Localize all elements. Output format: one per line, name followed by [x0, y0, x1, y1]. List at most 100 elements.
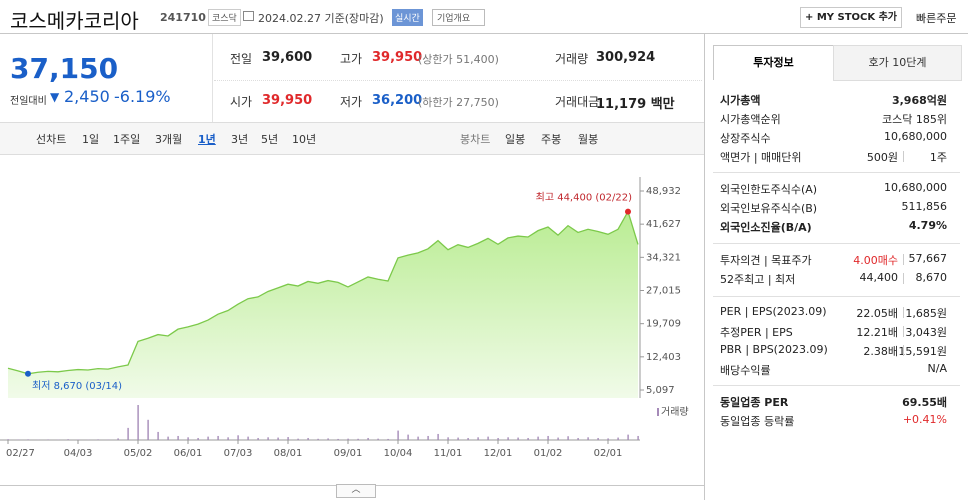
- volume-bar: [627, 434, 629, 440]
- volume-bar: [127, 427, 129, 440]
- volume-bar: [587, 437, 589, 440]
- x-tick-label: 05/02: [124, 448, 153, 459]
- side-tab[interactable]: 투자정보: [713, 45, 834, 80]
- mystock-button[interactable]: + MY STOCK 추가: [800, 7, 902, 28]
- info-value: +0.41%: [902, 413, 947, 426]
- value-separator: [903, 307, 904, 318]
- volume-bar: [417, 436, 419, 440]
- change-rate: -6.19%: [114, 87, 171, 106]
- volume-bar: [447, 437, 449, 440]
- info-value: 10,680,000: [884, 130, 947, 143]
- volume-bar: [457, 437, 459, 440]
- stock-code: 241710: [160, 11, 206, 24]
- collapse-button[interactable]: ︿: [336, 484, 376, 498]
- x-tick-label: 02/27: [6, 448, 35, 459]
- side-divider: [704, 34, 705, 500]
- info-value: 69.55배: [902, 396, 947, 409]
- change-label: 전일대비: [10, 96, 47, 107]
- volume-label: 거래량: [661, 406, 689, 418]
- volume-bar: [297, 438, 299, 440]
- y-tick-label: 27,015: [646, 285, 681, 296]
- volume-bar: [517, 437, 519, 440]
- volume-bar: [77, 439, 79, 440]
- info-value: N/A: [927, 362, 947, 375]
- period-tab[interactable]: 1일: [82, 133, 100, 146]
- info-label: 투자의견 | 목표주가: [720, 254, 812, 267]
- header-rule: [0, 33, 968, 34]
- info-value: 코스닥 185위: [882, 113, 947, 126]
- info-value: 22.05배: [856, 307, 898, 320]
- volume-bar: [487, 436, 489, 440]
- info-value: 3,968억원: [891, 94, 947, 107]
- value-separator: [903, 326, 904, 337]
- volume-bar: [7, 439, 9, 440]
- info-value: 1,685원: [905, 307, 947, 320]
- volume-bar: [157, 431, 159, 440]
- info-value: 8,670: [915, 271, 948, 284]
- base-date: 2024.02.27 기준(장마감): [258, 12, 384, 25]
- info-value: 2.38배: [863, 345, 898, 358]
- info-value: 4.00매수: [853, 254, 898, 267]
- info-label: 외국인한도주식수(A): [720, 183, 818, 196]
- candle-tab[interactable]: 일봉: [505, 133, 526, 146]
- volume-bar: [507, 437, 509, 440]
- candle-tab[interactable]: 월봉: [578, 133, 599, 146]
- summary-value: 39,950: [372, 50, 423, 65]
- period-tab[interactable]: 1년: [198, 133, 216, 146]
- volume-legend-swatch: [657, 408, 659, 416]
- volume-bar: [407, 434, 409, 440]
- calendar-icon: [243, 11, 254, 21]
- x-tick-label: 10/04: [384, 448, 413, 459]
- info-value: 511,856: [901, 200, 948, 213]
- row-divider: [214, 80, 702, 81]
- volume-bar: [207, 436, 209, 440]
- volume-bar: [257, 437, 259, 440]
- info-label: 추정PER | EPS: [720, 326, 793, 339]
- quick-order[interactable]: 빠른주문: [916, 12, 957, 25]
- info-label: 52주최고 | 최저: [720, 273, 796, 286]
- line-chart-label: 선차트: [36, 133, 67, 146]
- info-value: 12.21배: [856, 326, 898, 339]
- volume-bar: [377, 438, 379, 440]
- down-arrow: ▼: [50, 90, 60, 104]
- candle-tab[interactable]: 주봉: [541, 133, 562, 146]
- volume-bar: [27, 439, 29, 440]
- y-tick-label: 48,932: [646, 186, 681, 197]
- summary-value: 39,600: [262, 50, 313, 65]
- summary-label: 저가: [340, 95, 363, 109]
- volume-bar: [537, 436, 539, 440]
- volume-bar: [137, 405, 139, 440]
- volume-bar: [17, 439, 19, 440]
- x-tick-label: 11/01: [434, 448, 463, 459]
- info-value: 44,400: [859, 271, 899, 284]
- low-marker: [25, 370, 31, 377]
- stock-name: 코스메카코리아: [10, 9, 139, 33]
- volume-bar: [67, 439, 69, 440]
- period-tab[interactable]: 10년: [292, 133, 317, 146]
- summary-label: 고가: [340, 52, 363, 66]
- volume-bar: [277, 437, 279, 440]
- volume-bar: [147, 419, 149, 440]
- x-tick-label: 09/01: [334, 448, 363, 459]
- summary-note: (상한가 51,400): [418, 53, 499, 66]
- period-tab[interactable]: 3개월: [155, 133, 183, 146]
- period-tab[interactable]: 3년: [231, 133, 249, 146]
- summary-value: 300,924: [596, 50, 656, 65]
- summary-label: 전일: [230, 52, 253, 66]
- period-tab[interactable]: 1주일: [113, 133, 141, 146]
- current-price: 37,150: [10, 52, 119, 85]
- volume-bar: [167, 436, 169, 440]
- value-separator: [903, 254, 904, 265]
- realtime-badge[interactable]: 실시간: [392, 9, 423, 26]
- x-tick-label: 06/01: [174, 448, 203, 459]
- period-tab[interactable]: 5년: [261, 133, 279, 146]
- panel-divider: [212, 34, 213, 122]
- y-tick-label: 41,627: [646, 219, 681, 230]
- volume-bar: [237, 435, 239, 440]
- company-info[interactable]: 기업개요: [432, 9, 486, 26]
- volume-bar: [267, 437, 269, 440]
- y-tick-label: 5,097: [646, 385, 675, 396]
- volume-bar: [327, 438, 329, 440]
- info-label: 시가총액: [720, 94, 761, 107]
- side-tab[interactable]: 호가 10단계: [833, 45, 962, 81]
